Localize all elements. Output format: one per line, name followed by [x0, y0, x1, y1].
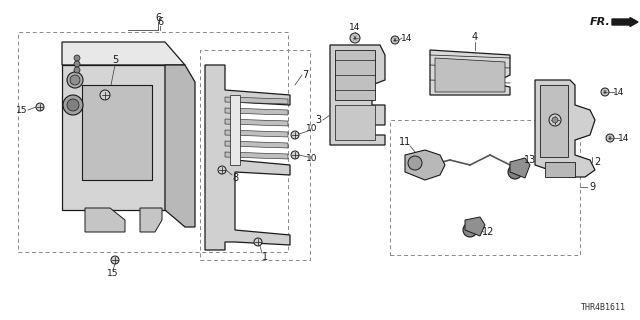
Text: 2: 2: [594, 157, 600, 167]
Polygon shape: [465, 217, 485, 236]
Polygon shape: [405, 150, 445, 180]
Circle shape: [291, 151, 299, 159]
Text: 14: 14: [613, 87, 625, 97]
Polygon shape: [335, 50, 375, 100]
Circle shape: [67, 99, 79, 111]
Circle shape: [601, 88, 609, 96]
Text: 10: 10: [307, 124, 317, 132]
Circle shape: [391, 36, 399, 44]
Polygon shape: [225, 141, 288, 148]
Polygon shape: [165, 65, 195, 227]
Text: 5: 5: [112, 55, 118, 65]
Polygon shape: [225, 119, 288, 126]
Text: 12: 12: [482, 227, 494, 237]
Polygon shape: [435, 58, 505, 92]
Polygon shape: [430, 50, 510, 95]
Circle shape: [36, 103, 44, 111]
Circle shape: [74, 67, 80, 73]
Text: 8: 8: [232, 173, 238, 183]
Polygon shape: [85, 208, 125, 232]
Bar: [18, 32, 288, 252]
Polygon shape: [62, 65, 165, 210]
Circle shape: [291, 131, 299, 139]
Polygon shape: [535, 80, 595, 177]
Text: 1: 1: [262, 252, 268, 262]
Polygon shape: [82, 85, 152, 180]
Text: 10: 10: [307, 154, 317, 163]
Polygon shape: [545, 162, 575, 177]
Circle shape: [74, 61, 80, 67]
Polygon shape: [335, 105, 375, 140]
Text: 6: 6: [155, 13, 161, 23]
Circle shape: [218, 166, 226, 174]
Circle shape: [606, 134, 614, 142]
Bar: [200, 50, 310, 260]
Circle shape: [63, 95, 83, 115]
Text: 13: 13: [524, 155, 536, 165]
Circle shape: [70, 75, 80, 85]
Text: 15: 15: [108, 269, 119, 278]
Circle shape: [549, 114, 561, 126]
Polygon shape: [140, 208, 162, 232]
Text: 15: 15: [16, 106, 28, 115]
Circle shape: [508, 165, 522, 179]
Text: 14: 14: [349, 22, 361, 31]
Text: 7: 7: [302, 70, 308, 80]
Circle shape: [254, 238, 262, 246]
Text: 6: 6: [157, 17, 163, 27]
Circle shape: [111, 256, 119, 264]
Polygon shape: [225, 108, 288, 115]
Bar: [390, 120, 580, 255]
Polygon shape: [225, 152, 288, 159]
Circle shape: [74, 55, 80, 61]
Text: 11: 11: [399, 137, 411, 147]
Text: 3: 3: [315, 115, 321, 125]
Text: 14: 14: [401, 34, 413, 43]
Circle shape: [408, 156, 422, 170]
FancyArrow shape: [612, 18, 638, 27]
Polygon shape: [230, 95, 240, 165]
Text: 4: 4: [472, 32, 478, 42]
Circle shape: [350, 33, 360, 43]
Polygon shape: [225, 97, 288, 104]
Polygon shape: [330, 45, 385, 145]
Text: FR.: FR.: [590, 17, 611, 27]
Polygon shape: [62, 42, 185, 65]
Circle shape: [67, 72, 83, 88]
Polygon shape: [225, 130, 288, 137]
Polygon shape: [510, 158, 530, 178]
Text: 9: 9: [589, 182, 595, 192]
Circle shape: [100, 90, 110, 100]
Text: THR4B1611: THR4B1611: [581, 303, 626, 312]
Text: 14: 14: [618, 133, 630, 142]
Polygon shape: [205, 65, 290, 250]
Circle shape: [463, 223, 477, 237]
Circle shape: [552, 117, 558, 123]
Polygon shape: [540, 85, 568, 157]
